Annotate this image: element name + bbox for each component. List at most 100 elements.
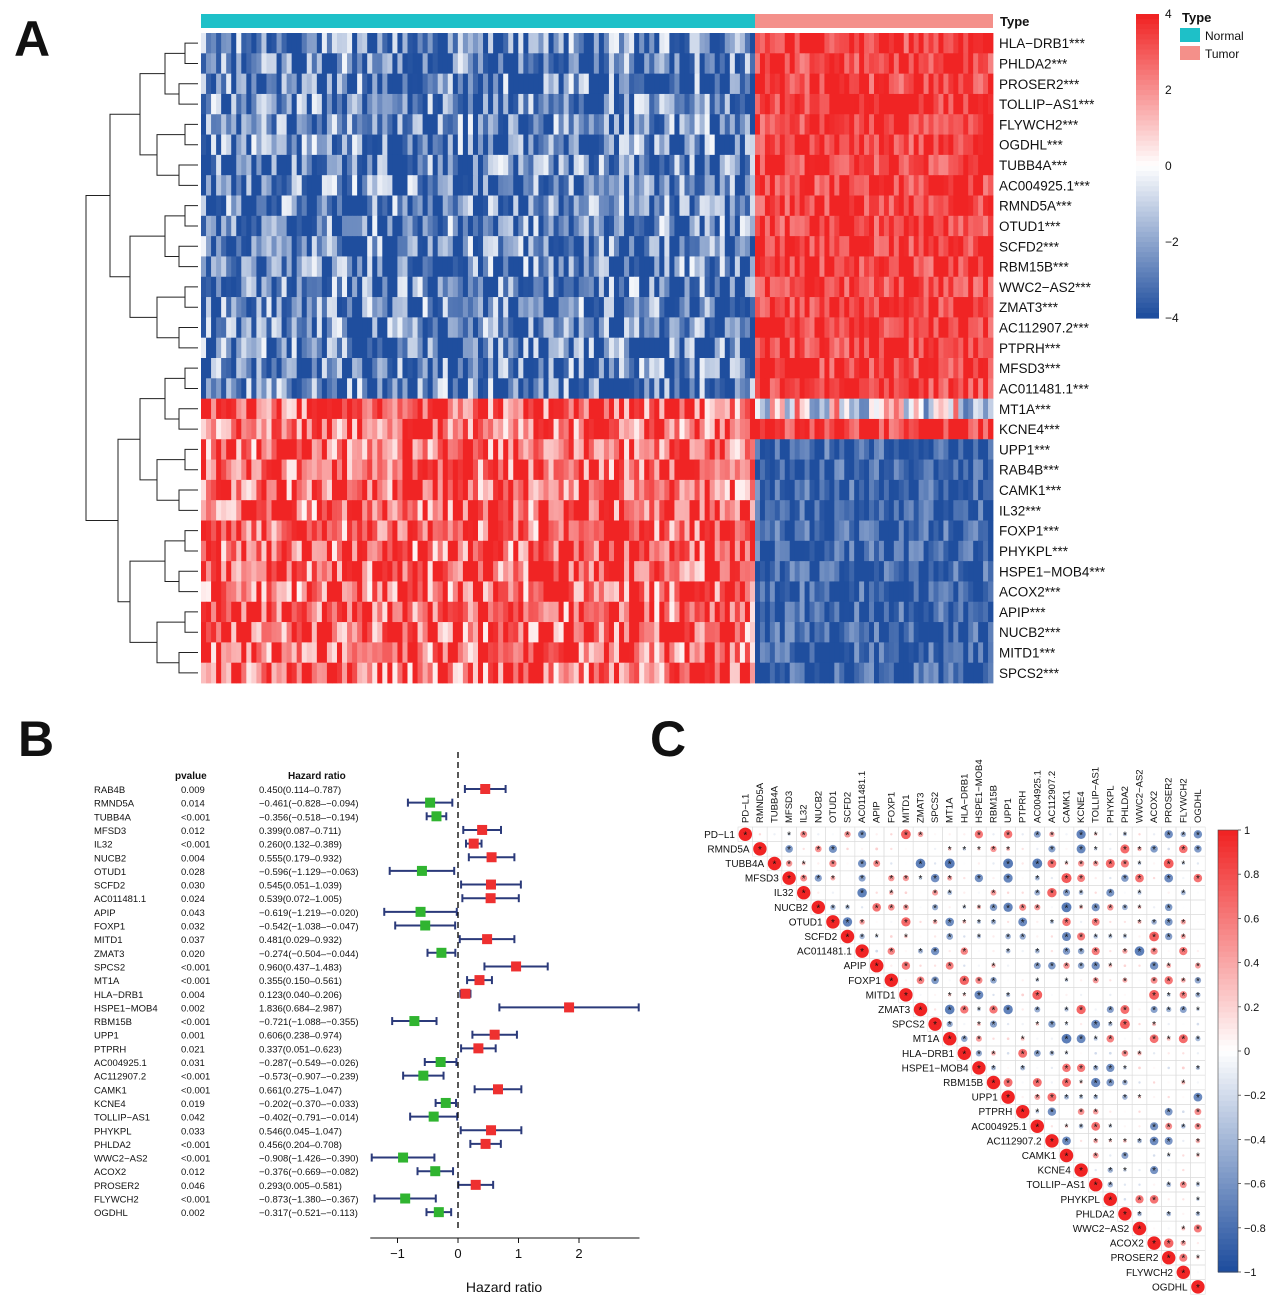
heatmap-cell [558,540,565,562]
heatmap-cell [493,642,499,664]
heatmap-cell [669,317,675,339]
heatmap-cell [794,215,801,237]
heatmap-cell [452,134,459,156]
heatmap-cell [973,134,979,156]
heatmap-cell [714,520,721,542]
heatmap-cell [236,378,242,400]
heatmap-cell [588,520,595,542]
heatmap-cell [201,195,207,217]
heatmap-cell [367,662,373,684]
heatmap-cell [437,500,444,521]
heatmap-cell [276,642,282,664]
heatmap-cell [508,418,514,440]
heatmap-cell [883,561,890,582]
heatmap-cell [603,297,610,318]
heatmap-cell [649,398,655,420]
heatmap-cell [503,418,509,440]
heatmap-cell [598,439,605,460]
heatmap-cell [814,317,820,339]
heatmap-cell [286,358,293,379]
heatmap-cell [714,256,721,278]
heatmap-cell [508,540,514,562]
heatmap-cell [347,73,353,95]
heatmap-cell [488,195,494,217]
heatmap-cell [908,500,915,521]
heatmap-cell [402,479,408,501]
heatmap-cell [603,337,610,359]
heatmap-cell [903,93,910,115]
heatmap-cell [452,114,459,135]
heatmap-cell [503,520,509,542]
heatmap-cell [331,662,338,684]
heatmap-cell [629,398,635,420]
heatmap-cell [644,540,650,562]
heatmap-cell [583,337,590,359]
heatmap-cell [236,276,242,298]
heatmap-cell [331,358,338,379]
heatmap-cell [834,297,840,318]
heatmap-cell [357,317,363,339]
heatmap-cell [684,358,690,379]
heatmap-cell [251,73,257,95]
heatmap-cell [619,256,625,278]
heatmap-cell [528,276,534,298]
heatmap-cell [629,581,635,603]
heatmap-cell [864,134,870,156]
dendrogram-link [184,42,198,64]
heatmap-cell [271,520,277,542]
heatmap-cell [533,317,539,339]
heatmap-cell [407,337,413,359]
heatmap-cell [794,256,801,278]
heatmap-cell [973,398,979,420]
heatmap-cell [963,114,969,135]
heatmap-cell [654,256,660,278]
heatmap-cell [699,418,706,440]
heatmap-cell [774,439,781,460]
heatmap-cell [898,175,905,196]
heatmap-cell [246,500,252,521]
heatmap-cell [462,195,469,217]
heatmap-cell [639,33,645,54]
heatmap-cell [296,154,303,176]
heatmap-cell [503,134,509,156]
heatmap-cell [799,53,805,75]
heatmap-cell [563,114,570,135]
heatmap-cell [211,276,217,298]
heatmap-cell [427,418,434,440]
heatmap-cell [814,581,820,603]
heatmap-cell [849,601,855,623]
heatmap-cell [523,439,529,460]
heatmap-cell [938,561,944,582]
heatmap-cell [694,642,700,664]
heatmap-cell [779,236,786,257]
heatmap-cell [523,93,529,115]
heatmap-cell [493,73,499,95]
heatmap-cell [362,175,368,196]
heatmap-cell [583,154,590,176]
heatmap-cell [331,256,338,278]
heatmap-cell [251,378,257,400]
heatmap-cell [644,256,650,278]
heatmap-cell [859,581,865,603]
heatmap-cell [953,479,959,501]
heatmap-cell [462,317,469,339]
heatmap-cell [352,500,358,521]
heatmap-cell [251,520,257,542]
heatmap-cell [422,154,429,176]
heatmap-cell [261,622,267,643]
heatmap-cell [888,520,895,542]
heatmap-cell [573,378,580,400]
heatmap-cell [311,236,318,257]
heatmap-cell [948,53,954,75]
heatmap-cell [903,622,910,643]
heatmap-cell [407,276,413,298]
heatmap-cell [427,622,434,643]
heatmap-cell [331,439,338,460]
heatmap-cell [533,73,539,95]
heatmap-cell [819,581,825,603]
heatmap-cell [958,175,964,196]
heatmap-cell [241,256,247,278]
heatmap-cell [739,276,746,298]
heatmap-cell [755,642,761,664]
heatmap-cell [819,114,825,135]
